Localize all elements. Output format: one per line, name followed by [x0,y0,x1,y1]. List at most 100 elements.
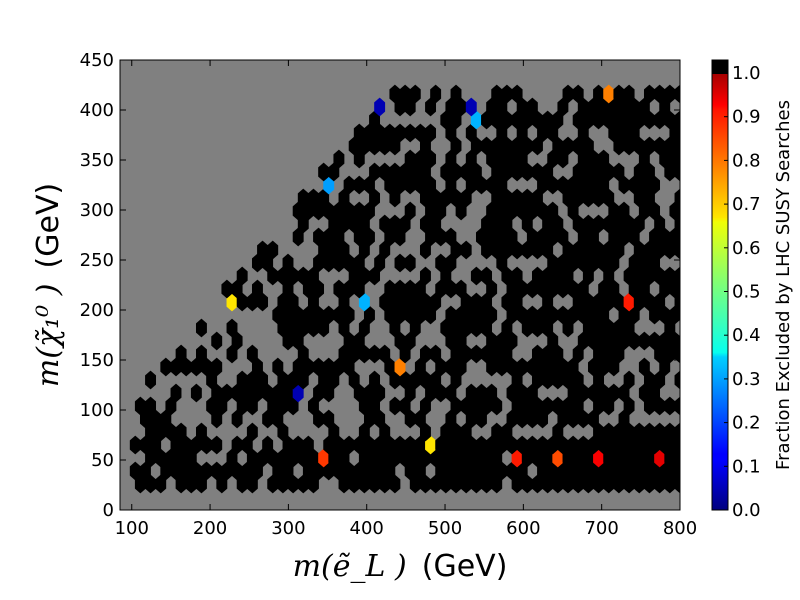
hex-cell [430,214,442,234]
hex-cell [379,474,391,494]
hex-cell [313,227,325,247]
hex-cell [593,318,605,338]
hex-cell [419,188,431,208]
hex-cell [618,461,630,481]
hex-cell [328,422,340,442]
hex-cell [547,149,559,169]
hex-cell [623,474,635,494]
hex-cell [333,435,345,455]
hex-cell [318,318,330,338]
hex-cell [501,214,513,234]
hex-cell [638,97,650,117]
hex-cell [511,370,523,390]
hex-cell [649,383,661,403]
hex-cell [160,461,172,481]
hex-cell [613,84,625,104]
hex-cell [282,279,294,299]
hex-cell [404,149,416,169]
hex-cell [552,266,564,286]
hex-cell [531,136,543,156]
x-tick-label: 500 [428,518,462,539]
hex-cell [404,253,416,273]
hex-cell [369,344,381,364]
hex-cell [690,280,701,299]
hex-cell [679,101,680,113]
hex-cell [496,97,508,117]
hex-cell [537,201,549,221]
hex-cell [526,97,538,117]
hex-cell [628,461,640,481]
x-tick-label: 200 [193,518,227,539]
hex-cell [593,344,605,364]
hex-cell [307,474,319,494]
hex-cell [460,396,472,416]
hex-cell [587,253,599,273]
hex-cell [481,214,493,234]
hex-cell [531,188,543,208]
hex-cell [231,435,243,455]
hex-cell [633,240,645,260]
hex-cell [486,201,498,221]
hex-cell [455,279,467,299]
hex-cell [379,344,391,364]
hex-cell [363,201,375,221]
hex-cell [435,357,447,377]
hex-cell [343,253,355,273]
hex-cell [195,318,207,338]
hex-cell [552,448,564,468]
x-tick-label: 400 [350,518,384,539]
hex-cell [557,435,569,455]
hex-cell [669,331,680,351]
hex-cell [603,162,615,182]
hex-cell [593,370,605,390]
hex-cell [557,461,569,481]
hex-cell [175,448,187,468]
hex-cell [587,383,599,403]
hex-cell [481,266,493,286]
hex-cell [521,188,533,208]
hex-cell [501,344,513,364]
colorbar-tick-label: 0.6 [732,238,761,259]
hex-cell [287,292,299,312]
hex-cell [246,344,258,364]
hex-cell [302,357,314,377]
hex-cell [577,331,589,351]
hex-cell [379,136,391,156]
hex-cell [638,201,650,221]
y-tick-label: 350 [80,150,114,171]
hex-cell [292,227,304,247]
hex-cell [481,136,493,156]
hex-cell [685,137,696,156]
hex-cell [664,266,676,286]
hex-cell [542,396,554,416]
hex-cell [282,435,294,455]
hex-cell [628,253,640,273]
hex-cell [685,163,696,182]
hex-cell [506,409,518,429]
hex-cell [231,461,243,481]
hex-cell [425,227,437,247]
hex-cell [445,175,457,195]
hex-cell [282,253,294,273]
hex-cell [302,279,314,299]
hex-cell [664,344,676,364]
hex-cell [430,370,442,390]
hex-cell [369,110,381,130]
hex-cell [384,175,396,195]
hex-cell [531,370,543,390]
x-axis-label: m(ẽ_L ) (GeV) [293,549,508,584]
hex-cell [618,201,630,221]
hex-cell [419,136,431,156]
hex-cell [664,84,676,104]
hex-cell [353,253,365,273]
hex-cell [465,123,477,143]
hex-cell [323,435,335,455]
hex-cell [526,201,538,221]
hex-cell [690,306,701,325]
hex-cell [404,383,416,403]
hex-cell [516,149,528,169]
hex-cell [664,474,676,494]
hex-cell [572,396,584,416]
hex-cell [430,84,442,104]
hex-cell [475,461,487,481]
